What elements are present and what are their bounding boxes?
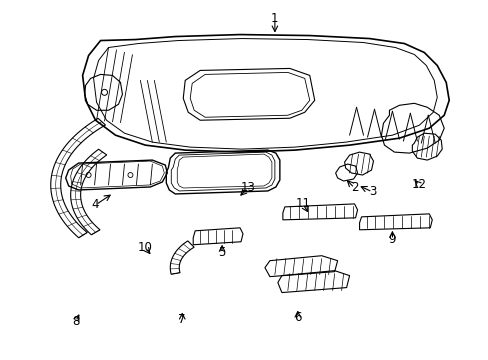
Text: 8: 8: [72, 315, 79, 328]
Text: 7: 7: [178, 313, 185, 326]
Text: 9: 9: [388, 233, 395, 246]
Text: 10: 10: [138, 241, 153, 254]
Text: 3: 3: [368, 185, 375, 198]
Text: 4: 4: [92, 198, 99, 211]
Text: 6: 6: [293, 311, 301, 324]
Text: 11: 11: [295, 197, 310, 210]
Text: 2: 2: [350, 181, 358, 194]
Text: 12: 12: [411, 179, 426, 192]
Text: 5: 5: [218, 246, 225, 259]
Text: 1: 1: [270, 12, 278, 25]
Text: 13: 13: [240, 181, 255, 194]
